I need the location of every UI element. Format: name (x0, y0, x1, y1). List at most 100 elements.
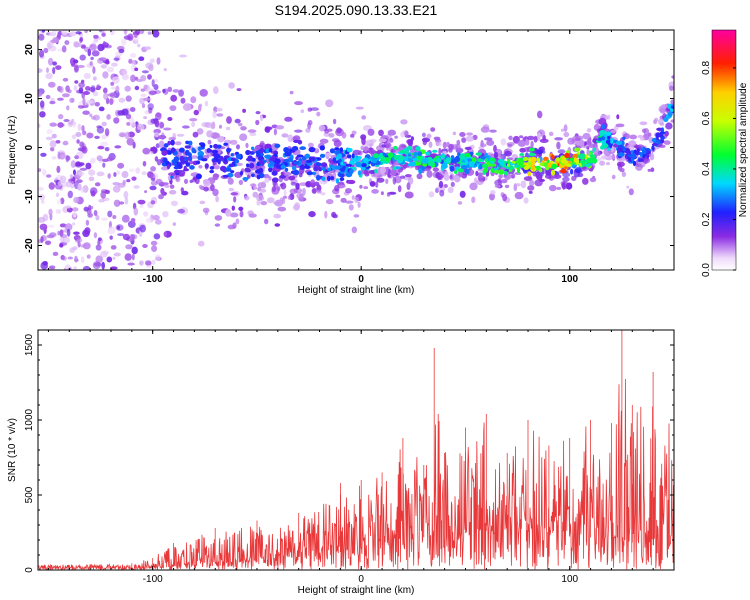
heat-cell (109, 98, 114, 105)
heat-cell (52, 30, 57, 33)
heat-cell (500, 161, 504, 166)
heat-cell (493, 144, 497, 153)
heat-cell (592, 147, 596, 152)
heat-cell (574, 147, 581, 152)
heat-cell (454, 162, 461, 168)
heat-cell (78, 87, 84, 94)
heat-cell (89, 113, 93, 118)
heat-cell (38, 123, 41, 128)
heat-cell (153, 233, 161, 240)
heat-cell (240, 126, 247, 131)
heat-cell (118, 48, 125, 54)
snr-y-ticks: 0 500 1000 1500 (24, 329, 674, 573)
heat-cell (498, 174, 504, 179)
heat-cell (251, 146, 255, 151)
heat-cell (97, 145, 105, 150)
heat-cell (142, 244, 148, 248)
heat-cell (121, 170, 129, 179)
heat-cell (339, 147, 343, 152)
heat-cell (188, 140, 193, 146)
heat-cell (288, 157, 294, 163)
heat-cell (163, 68, 167, 72)
heat-cell (85, 86, 91, 91)
heat-cell (584, 163, 591, 168)
heat-cell (130, 218, 136, 223)
heat-cell (97, 240, 101, 246)
heat-cell (127, 262, 135, 266)
heat-cell (334, 150, 340, 155)
heat-cell (84, 227, 91, 235)
heat-cell (522, 156, 529, 162)
heat-cell (92, 114, 100, 121)
heat-cell (73, 231, 80, 235)
heat-cell (353, 214, 360, 218)
heat-cell (239, 133, 248, 141)
heat-cell (475, 170, 479, 177)
heat-cell (519, 147, 526, 153)
heat-cell (287, 195, 292, 200)
heat-cell (207, 148, 213, 153)
heat-cell (38, 168, 42, 172)
heat-cell (247, 155, 253, 162)
heat-cell (44, 240, 52, 246)
heat-cell (45, 73, 53, 80)
heat-cell (346, 147, 353, 153)
heat-cell (139, 260, 144, 266)
heat-cell (163, 231, 167, 237)
y-tick-label: 500 (24, 486, 35, 503)
heat-cell (228, 82, 235, 89)
heat-cell (49, 122, 57, 127)
heat-cell (39, 100, 45, 108)
heat-cell (82, 265, 91, 270)
heat-cell (438, 170, 442, 174)
heat-cell (367, 128, 375, 136)
heat-cell (180, 97, 186, 104)
heat-cell (216, 133, 220, 139)
heat-cell (96, 155, 103, 162)
heat-cell (562, 176, 570, 182)
heat-cell (78, 82, 85, 88)
heat-cell (597, 157, 602, 162)
heat-cell (310, 179, 316, 187)
heat-cell (224, 167, 232, 172)
heat-cell (98, 106, 105, 112)
heat-cell (380, 155, 386, 162)
heat-cell (519, 153, 525, 156)
heat-cell (464, 146, 472, 150)
heat-cell (48, 182, 55, 190)
heat-cell (76, 238, 83, 243)
heat-cell (131, 246, 138, 255)
heat-cell (360, 145, 364, 151)
heat-cell (71, 134, 77, 140)
heat-cell (539, 178, 545, 182)
heat-cell (531, 160, 535, 166)
heat-cell (508, 135, 513, 141)
heat-cell (345, 163, 353, 167)
heat-cell (379, 166, 386, 174)
heat-cell (471, 196, 476, 204)
heat-cell (412, 157, 418, 162)
heat-cell (134, 67, 139, 72)
heat-cell (589, 177, 597, 183)
heat-cell (331, 211, 337, 218)
heat-cell (376, 177, 385, 183)
heat-cell (575, 166, 582, 173)
heat-cell (460, 165, 468, 170)
colorbar-tick-label: 0.4 (701, 162, 712, 176)
heat-cell (150, 118, 156, 124)
heat-cell (442, 141, 447, 149)
heat-cell (493, 151, 499, 159)
heat-cell (184, 178, 188, 184)
heat-cell (143, 97, 151, 102)
heat-cell (149, 185, 157, 191)
heat-cell (339, 177, 345, 182)
colorbar-tick-label: 0.2 (701, 212, 712, 226)
heat-cell (139, 224, 146, 233)
heat-cell (480, 156, 487, 160)
heat-cell (113, 199, 121, 207)
heat-cell (92, 91, 99, 97)
heat-cell (214, 215, 223, 221)
heat-cell (489, 129, 497, 133)
heat-cell (225, 126, 231, 131)
heat-cell (555, 157, 561, 162)
